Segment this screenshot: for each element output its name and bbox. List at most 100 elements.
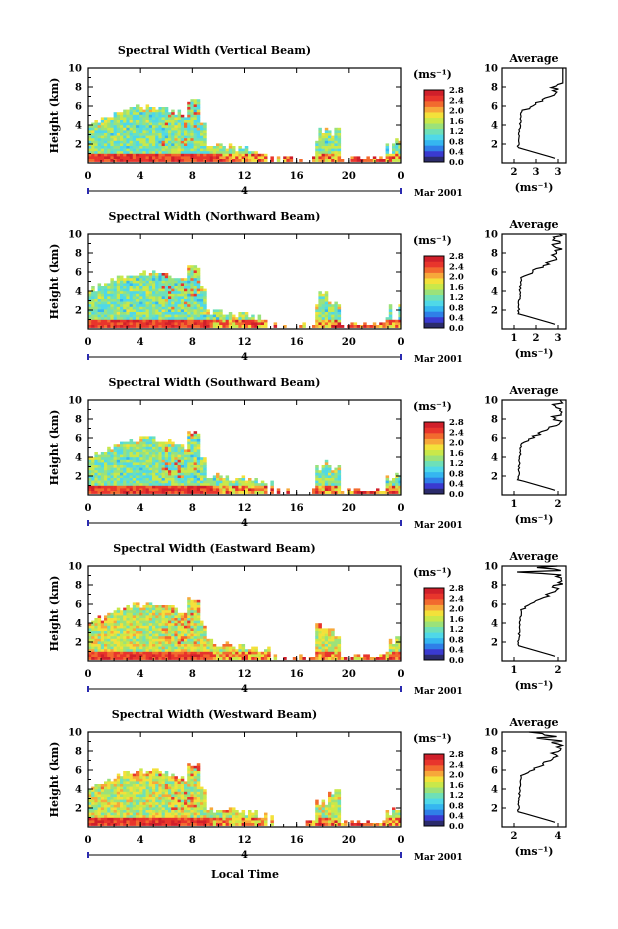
heatmap-cell — [171, 319, 175, 323]
heatmap-cell — [152, 778, 156, 782]
heatmap-cell — [91, 148, 95, 152]
heatmap-cell — [91, 636, 95, 640]
heatmap-cell — [126, 799, 130, 803]
heatmap-cell — [116, 618, 121, 621]
heatmap-cell — [158, 159, 162, 162]
heatmap-cell — [161, 649, 166, 653]
heatmap-cell — [113, 628, 118, 632]
heatmap-cell — [129, 478, 134, 481]
heatmap-cell — [91, 457, 95, 461]
heatmap-cell — [129, 641, 134, 645]
heatmap-cell — [171, 797, 175, 800]
heatmap-cell — [136, 280, 140, 284]
heatmap-cell — [116, 301, 121, 305]
heatmap-cell — [366, 156, 370, 160]
heatmap-cell — [152, 140, 156, 144]
heatmap-cell — [110, 812, 114, 816]
heatmap-cell — [318, 293, 322, 297]
heatmap-cell — [241, 644, 246, 647]
heatmap-cell — [110, 633, 114, 637]
heatmap-cell — [94, 483, 98, 487]
heatmap-cell — [187, 112, 191, 116]
heatmap-cell — [97, 638, 102, 642]
heatmap-cell — [302, 322, 306, 326]
heatmap-cell — [328, 488, 332, 492]
heatmap-cell — [164, 623, 169, 627]
heatmap-cell — [158, 122, 162, 126]
heatmap-cell — [264, 325, 268, 328]
heatmap-cell — [219, 651, 223, 655]
heatmap-cell — [126, 122, 130, 126]
heatmap-cell — [142, 636, 146, 640]
heatmap-cell — [321, 491, 326, 494]
heatmap-cell — [139, 135, 143, 139]
heatmap-cell — [158, 293, 162, 297]
heatmap-cell — [353, 491, 358, 494]
day-label: 4 — [241, 352, 248, 363]
heatmap-cell — [388, 644, 393, 647]
heatmap-cell — [107, 631, 111, 634]
heatmap-cell — [164, 820, 169, 824]
heatmap-cell — [120, 654, 124, 658]
heatmap-cell — [222, 146, 226, 149]
heatmap-cell — [180, 301, 185, 305]
heatmap-cell — [120, 649, 124, 653]
colorbar-swatch — [424, 599, 444, 605]
heatmap-cell — [123, 817, 127, 821]
heatmap-cell — [395, 138, 399, 142]
heatmap-cell — [126, 462, 130, 466]
heatmap-cell — [264, 322, 268, 326]
heatmap-cell — [315, 314, 319, 318]
heatmap-cell — [225, 319, 230, 323]
heatmap-cell — [337, 148, 342, 152]
heatmap-cell — [158, 299, 162, 302]
heatmap-cell — [209, 159, 214, 162]
heatmap-cell — [392, 651, 396, 655]
heatmap-cell — [142, 789, 146, 793]
heatmap-cell — [152, 791, 156, 795]
heatmap-cell — [190, 794, 194, 798]
heatmap-cell — [366, 325, 370, 328]
heatmap-cell — [260, 325, 265, 328]
heatmap-cell — [91, 299, 95, 302]
day-label: 4 — [241, 186, 248, 197]
heatmap-cell — [123, 135, 127, 139]
heatmap-cell — [148, 651, 153, 655]
heatmap-cell — [132, 278, 137, 282]
heatmap-cell — [244, 651, 249, 655]
heatmap-cell — [318, 306, 322, 310]
heatmap-cell — [158, 475, 162, 479]
heatmap-cell — [206, 644, 210, 647]
heatmap-cell — [88, 815, 92, 819]
heatmap-cell — [120, 130, 124, 134]
heatmap-cell — [145, 112, 150, 116]
heatmap-cell — [168, 151, 172, 155]
heatmap-cell — [328, 153, 332, 157]
heatmap-cell — [100, 657, 105, 660]
heatmap-cell — [120, 812, 124, 816]
heatmap-cell — [100, 151, 105, 155]
colorbar-swatch — [424, 637, 444, 644]
heatmap-cell — [184, 319, 188, 323]
heatmap-cell — [334, 638, 338, 642]
heatmap-cell — [187, 597, 191, 601]
heatmap-cell — [196, 148, 201, 152]
heatmap-cell — [139, 317, 143, 321]
heatmap-cell — [244, 488, 249, 492]
heatmap-cell — [136, 325, 140, 328]
heatmap-cell — [126, 280, 130, 284]
heatmap-cell — [148, 122, 153, 126]
heatmap-cell — [158, 140, 162, 144]
heatmap-cell — [123, 306, 127, 310]
heatmap-cell — [113, 649, 118, 653]
heatmap-cell — [120, 122, 124, 126]
heatmap-cell — [174, 156, 178, 160]
heatmap-cell — [392, 153, 396, 157]
heatmap-cell — [168, 817, 172, 821]
heatmap-cell — [152, 293, 156, 297]
heatmap-cell — [232, 657, 236, 660]
heatmap-cell — [145, 293, 150, 297]
heatmap-cell — [337, 491, 342, 494]
heatmap-cell — [174, 283, 178, 287]
heatmap-cell — [168, 452, 172, 455]
